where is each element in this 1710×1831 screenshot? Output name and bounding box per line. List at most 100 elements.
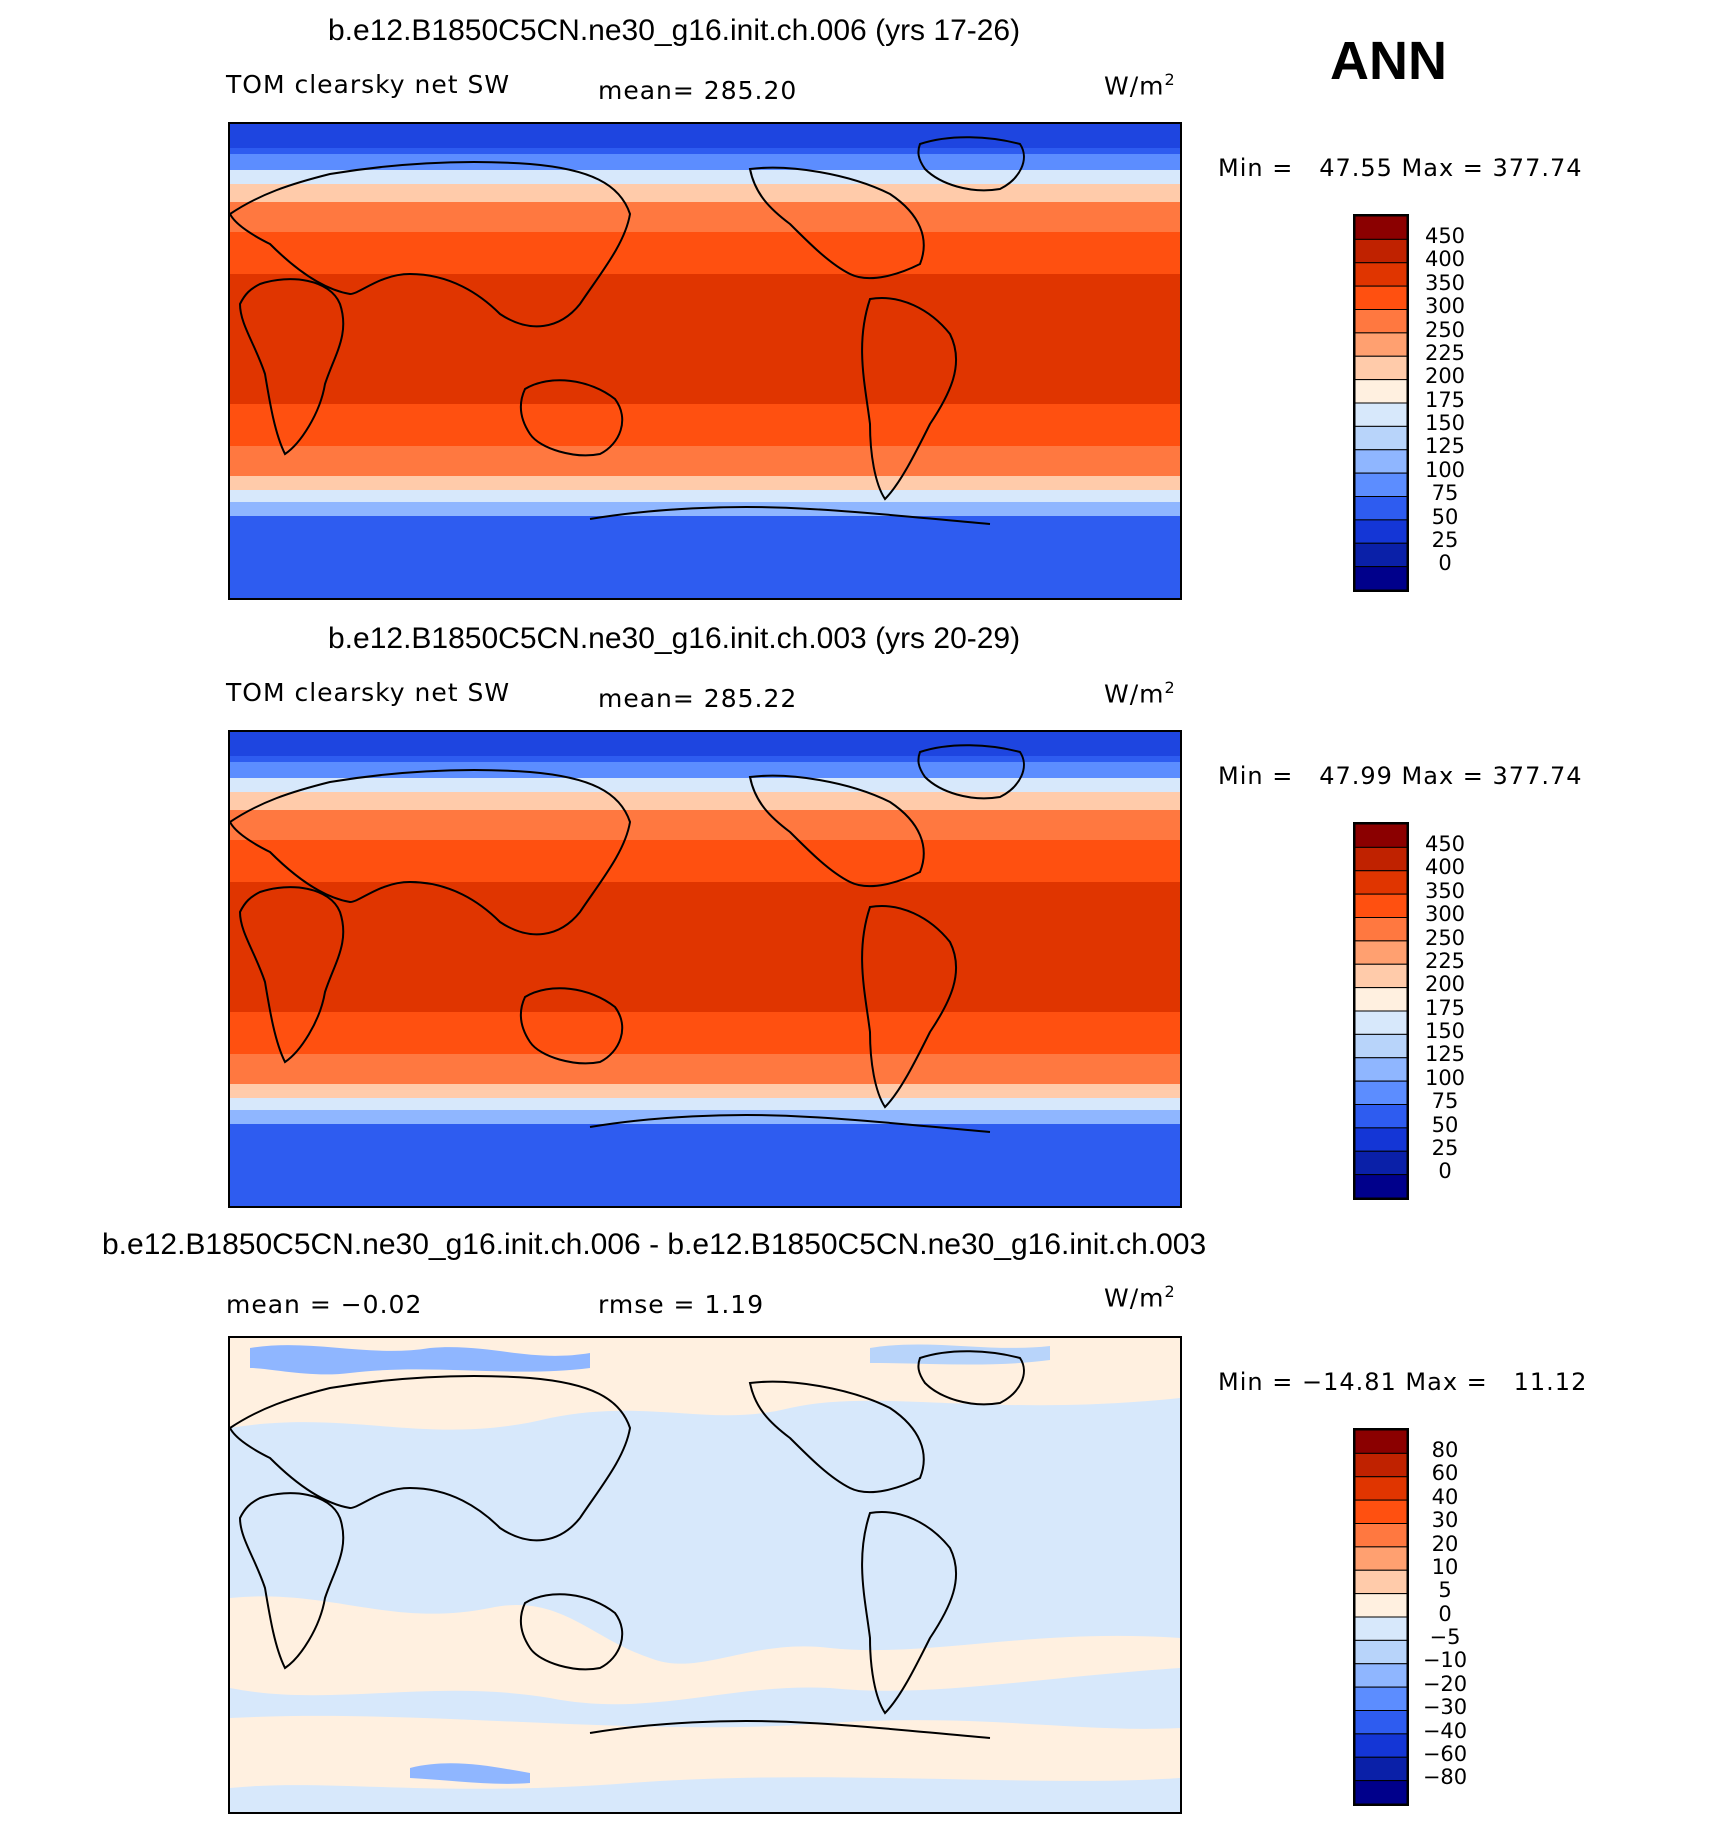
colorbar-swatch (1355, 1663, 1407, 1688)
colorbar-swatch (1355, 1616, 1407, 1641)
colorbar-swatch (1355, 355, 1407, 381)
colorbar-swatch (1355, 1499, 1407, 1524)
colorbar-tick-label: −5 (1429, 1625, 1461, 1649)
colorbar-tick-label: 400 (1424, 855, 1466, 880)
colorbar-tick-label: 125 (1424, 434, 1466, 459)
colorbar-swatch (1355, 1033, 1407, 1059)
colorbar-swatch (1355, 1593, 1407, 1618)
colorbar-swatch (1355, 285, 1407, 310)
colorbar-swatch (1355, 940, 1407, 965)
colorbar-tick-label: 75 (1431, 1089, 1459, 1114)
colorbar-swatch (1355, 1569, 1407, 1595)
colorbar-swatch (1355, 402, 1407, 427)
colorbar-tick-label: 10 (1431, 1554, 1459, 1579)
colorbar-tick-label: 40 (1431, 1484, 1459, 1509)
colorbar-tick-label: 150 (1424, 411, 1466, 435)
panel1-minmax: Min = 47.55 Max = 377.74 (1218, 154, 1583, 182)
colorbar-swatch (1355, 496, 1407, 521)
colorbar-swatch (1355, 1104, 1407, 1129)
colorbar-tick-label: 0 (1438, 1601, 1452, 1626)
colorbar-tick-label: 225 (1424, 948, 1466, 973)
season-label: ANN (1330, 31, 1447, 91)
colorbar-swatch (1355, 238, 1407, 264)
colorbar-tick-label: 30 (1431, 1508, 1459, 1533)
colorbar-swatch (1355, 1639, 1407, 1665)
colorbar-swatch (1355, 1174, 1407, 1198)
colorbar-swatch (1355, 1150, 1407, 1176)
colorbar-swatch (1355, 1476, 1407, 1501)
colorbar-tick-label: 50 (1431, 1112, 1459, 1137)
colorbar-tick-label: 250 (1424, 925, 1466, 950)
colorbar-tick-label: 100 (1424, 1065, 1466, 1090)
panel2-colorbar (1353, 822, 1409, 1200)
panel2-minmax: Min = 47.99 Max = 377.74 (1218, 762, 1583, 790)
panel3-units: W/m2 (1104, 1282, 1176, 1313)
panel1-map (228, 122, 1182, 600)
colorbar-swatch (1355, 262, 1407, 287)
panel3-minmax: Min = −14.81 Max = 11.12 (1218, 1368, 1588, 1396)
colorbar-tick-label: −40 (1422, 1718, 1468, 1743)
panel3-title: b.e12.B1850C5CN.ne30_g16.init.ch.006 - b… (102, 1228, 1207, 1261)
colorbar-tick-label: −80 (1422, 1765, 1468, 1790)
colorbar-swatch (1355, 1010, 1407, 1035)
panel1-mean: mean= 285.20 (598, 76, 798, 105)
colorbar-tick-label: 150 (1424, 1019, 1466, 1043)
colorbar-swatch (1355, 870, 1407, 895)
colorbar-tick-label: 0 (1438, 551, 1452, 576)
colorbar-swatch (1355, 309, 1407, 334)
colorbar-tick-label: 20 (1431, 1531, 1459, 1556)
colorbar-swatch (1355, 425, 1407, 451)
panel3-colorbar (1353, 1428, 1409, 1806)
colorbar-tick-label: 0 (1438, 1159, 1452, 1184)
colorbar-swatch (1355, 566, 1407, 590)
colorbar-tick-label: −10 (1422, 1648, 1468, 1673)
colorbar-swatch (1355, 216, 1407, 240)
colorbar-swatch (1355, 963, 1407, 989)
panel1-colorbar (1353, 214, 1409, 592)
colorbar-swatch (1355, 379, 1407, 404)
colorbar-swatch (1355, 1756, 1407, 1782)
colorbar-tick-label: 450 (1424, 832, 1466, 856)
panel2-variable: TOM clearsky net SW (226, 678, 511, 707)
panel3-rmse: rmse = 1.19 (598, 1290, 765, 1319)
panel1-units: W/m2 (1104, 70, 1176, 101)
colorbar-swatch (1355, 542, 1407, 568)
colorbar-tick-label: 350 (1424, 270, 1466, 295)
panel2-units: W/m2 (1104, 678, 1176, 709)
colorbar-swatch (1355, 1780, 1407, 1804)
colorbar-tick-label: −60 (1422, 1741, 1468, 1766)
colorbar-tick-label: 200 (1424, 972, 1466, 997)
colorbar-tick-label: 350 (1424, 878, 1466, 903)
colorbar-tick-label: 25 (1431, 527, 1459, 552)
colorbar-tick-label: 80 (1431, 1438, 1459, 1462)
colorbar-tick-label: 175 (1424, 387, 1466, 412)
colorbar-swatch (1355, 1452, 1407, 1478)
colorbar-tick-label: 400 (1424, 247, 1466, 272)
colorbar-swatch (1355, 893, 1407, 918)
panel3-colorbar-swatches (1355, 1430, 1407, 1804)
colorbar-tick-label: −20 (1422, 1671, 1468, 1696)
colorbar-swatch (1355, 987, 1407, 1012)
colorbar-tick-label: 5 (1438, 1578, 1452, 1603)
colorbar-tick-label: 300 (1424, 294, 1466, 319)
colorbar-swatch (1355, 846, 1407, 872)
colorbar-swatch (1355, 472, 1407, 497)
colorbar-tick-label: 75 (1431, 481, 1459, 506)
panel1-colorbar-swatches (1355, 216, 1407, 590)
panel1-title: b.e12.B1850C5CN.ne30_g16.init.ch.006 (yr… (328, 14, 1021, 47)
colorbar-swatch (1355, 332, 1407, 357)
colorbar-tick-label: 200 (1424, 364, 1466, 389)
colorbar-swatch (1355, 1127, 1407, 1152)
panel2-mean: mean= 285.22 (598, 684, 798, 713)
panel1-variable: TOM clearsky net SW (226, 70, 511, 99)
panel2-map (228, 730, 1182, 1208)
colorbar-swatch (1355, 1057, 1407, 1082)
colorbar-swatch (1355, 449, 1407, 474)
colorbar-tick-label: 225 (1424, 340, 1466, 365)
colorbar-swatch (1355, 1546, 1407, 1571)
colorbar-tick-label: 250 (1424, 317, 1466, 342)
panel3-map (228, 1336, 1182, 1814)
colorbar-swatch (1355, 519, 1407, 544)
colorbar-swatch (1355, 1430, 1407, 1454)
colorbar-swatch (1355, 1710, 1407, 1735)
